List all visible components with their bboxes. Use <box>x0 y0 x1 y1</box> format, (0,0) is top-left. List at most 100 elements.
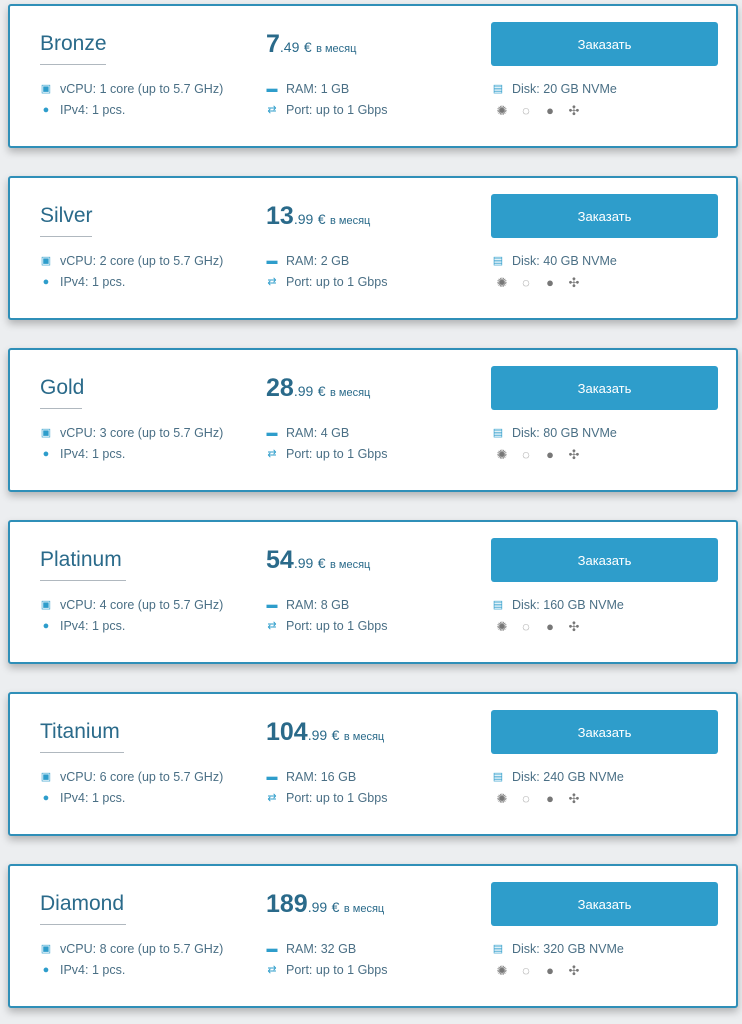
plan-card-gold: Gold 28.99 € в месяц Заказать ▣ vCPU: 3 c… <box>8 348 738 492</box>
vcpu-spec: vCPU: 3 core (up to 5.7 GHz) <box>60 426 224 440</box>
disk-spec: Disk: 160 GB NVMe <box>512 598 624 612</box>
disk-icon: ▤ <box>492 255 504 267</box>
globe-icon: ● <box>42 964 50 976</box>
price-decimal: .99 <box>293 555 314 571</box>
port-exchange-icon: ⇄ <box>267 276 277 288</box>
currency: € <box>317 211 326 227</box>
globe-icon: ● <box>42 620 50 632</box>
globe-icon: ● <box>42 792 50 804</box>
price-decimal: .99 <box>307 899 328 915</box>
debian-icon: ◌ <box>522 963 530 978</box>
plan-price: 189.99 € в месяц <box>266 890 384 919</box>
freebsd-icon: ● <box>546 619 554 634</box>
os-icons: ✺ ◌ ● ✣ <box>495 104 581 118</box>
disk-spec: Disk: 320 GB NVMe <box>512 942 624 956</box>
disk-icon: ▤ <box>492 83 504 95</box>
plan-price: 28.99 € в месяц <box>266 374 370 403</box>
title-underline <box>40 236 92 237</box>
plan-name: Diamond <box>40 892 125 915</box>
cpu-icon: ▣ <box>40 771 52 783</box>
order-button[interactable]: Заказать <box>491 194 718 238</box>
ipv4-spec: IPv4: 1 pcs. <box>60 275 126 289</box>
order-button[interactable]: Заказать <box>491 882 718 926</box>
vcpu-spec: vCPU: 8 core (up to 5.7 GHz) <box>60 942 224 956</box>
plan-card-silver: Silver 13.99 € в месяц Заказать ▣ vCPU: 2… <box>8 176 738 320</box>
memory-icon: ▬ <box>266 255 278 267</box>
price-integer: 7 <box>266 30 280 58</box>
freebsd-icon: ● <box>546 103 554 118</box>
debian-icon: ◌ <box>522 447 530 462</box>
ram-spec: RAM: 2 GB <box>286 254 350 268</box>
centos-icon: ✺ <box>496 447 508 462</box>
ubuntu-icon: ✣ <box>568 103 580 118</box>
plan-price: 104.99 € в месяц <box>266 718 384 747</box>
ram-spec: RAM: 1 GB <box>286 82 350 96</box>
ipv4-spec: IPv4: 1 pcs. <box>60 963 126 977</box>
cpu-icon: ▣ <box>40 943 52 955</box>
order-button[interactable]: Заказать <box>491 538 718 582</box>
currency: € <box>317 383 326 399</box>
ubuntu-icon: ✣ <box>568 791 580 806</box>
port-exchange-icon: ⇄ <box>267 964 277 976</box>
price-integer: 189 <box>266 890 308 918</box>
ipv4-spec: IPv4: 1 pcs. <box>60 103 126 117</box>
price-period: в месяц <box>329 387 371 399</box>
memory-icon: ▬ <box>266 83 278 95</box>
plan-name: Bronze <box>40 32 107 55</box>
port-spec: Port: up to 1 Gbps <box>286 791 388 805</box>
port-spec: Port: up to 1 Gbps <box>286 447 388 461</box>
price-decimal: .99 <box>293 383 314 399</box>
freebsd-icon: ● <box>546 963 554 978</box>
vcpu-spec: vCPU: 2 core (up to 5.7 GHz) <box>60 254 224 268</box>
disk-icon: ▤ <box>492 427 504 439</box>
cpu-icon: ▣ <box>40 255 52 267</box>
plan-price: 13.99 € в месяц <box>266 202 370 231</box>
port-exchange-icon: ⇄ <box>267 792 277 804</box>
ram-spec: RAM: 16 GB <box>286 770 357 784</box>
disk-icon: ▤ <box>492 599 504 611</box>
plan-card-titanium: Titanium 104.99 € в месяц Заказать ▣ vCPU… <box>8 692 738 836</box>
cpu-icon: ▣ <box>40 599 52 611</box>
port-spec: Port: up to 1 Gbps <box>286 103 388 117</box>
ipv4-spec: IPv4: 1 pcs. <box>60 447 126 461</box>
ubuntu-icon: ✣ <box>568 447 580 462</box>
plan-name: Gold <box>40 376 85 399</box>
memory-icon: ▬ <box>266 427 278 439</box>
memory-icon: ▬ <box>266 943 278 955</box>
freebsd-icon: ● <box>546 275 554 290</box>
ram-spec: RAM: 32 GB <box>286 942 357 956</box>
centos-icon: ✺ <box>496 963 508 978</box>
disk-icon: ▤ <box>492 943 504 955</box>
order-button[interactable]: Заказать <box>491 22 718 66</box>
plan-name: Silver <box>40 204 93 227</box>
debian-icon: ◌ <box>522 103 530 118</box>
disk-spec: Disk: 20 GB NVMe <box>512 82 617 96</box>
currency: € <box>303 39 312 55</box>
title-underline <box>40 580 126 581</box>
currency: € <box>331 727 340 743</box>
port-spec: Port: up to 1 Gbps <box>286 963 388 977</box>
freebsd-icon: ● <box>546 791 554 806</box>
title-underline <box>40 64 106 65</box>
ipv4-spec: IPv4: 1 pcs. <box>60 619 126 633</box>
currency: € <box>317 555 326 571</box>
title-underline <box>40 924 126 925</box>
price-integer: 104 <box>266 718 308 746</box>
ubuntu-icon: ✣ <box>568 275 580 290</box>
price-decimal: .99 <box>293 211 314 227</box>
port-exchange-icon: ⇄ <box>267 448 277 460</box>
order-button[interactable]: Заказать <box>491 366 718 410</box>
plan-card-platinum: Platinum 54.99 € в месяц Заказать ▣ vCPU:… <box>8 520 738 664</box>
centos-icon: ✺ <box>496 103 508 118</box>
port-spec: Port: up to 1 Gbps <box>286 275 388 289</box>
price-period: в месяц <box>343 903 385 915</box>
price-integer: 54 <box>266 546 294 574</box>
plan-name: Platinum <box>40 548 122 571</box>
price-decimal: .99 <box>307 727 328 743</box>
memory-icon: ▬ <box>266 771 278 783</box>
price-period: в месяц <box>316 43 357 55</box>
price-integer: 28 <box>266 374 294 402</box>
order-button[interactable]: Заказать <box>491 710 718 754</box>
plan-card-bronze: Bronze 7.49 € в месяц Заказать ▣ vCPU: 1 … <box>8 4 738 148</box>
vcpu-spec: vCPU: 6 core (up to 5.7 GHz) <box>60 770 224 784</box>
